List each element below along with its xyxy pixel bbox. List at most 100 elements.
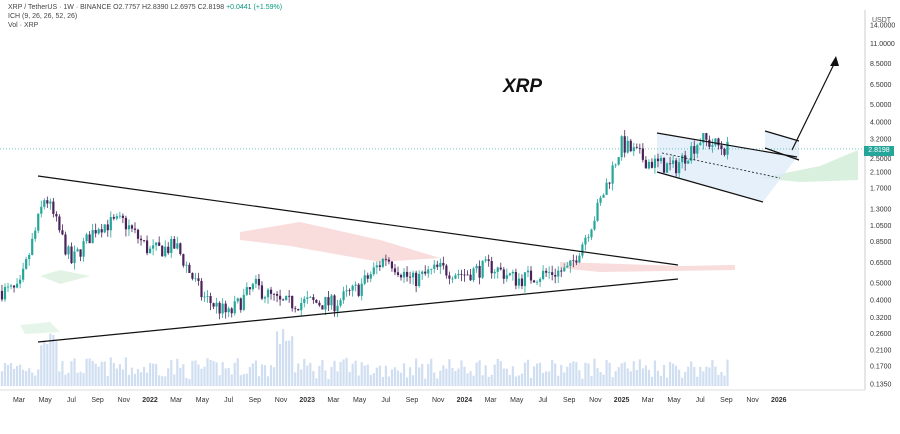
indicator-ichimoku-label[interactable]: ICH (9, 26, 26, 52, 26) <box>8 13 78 20</box>
candle-body <box>650 161 654 168</box>
symbol-header[interactable]: XRP / TetherUS · 1W · BINANCE O2.7757 H2… <box>8 4 282 11</box>
candle-body <box>508 273 511 276</box>
indicator-volume-label[interactable]: Vol · XRP <box>8 22 39 29</box>
volume-bar <box>70 361 73 386</box>
candle-body <box>127 225 131 230</box>
candle-body <box>161 245 164 257</box>
volume-bar <box>233 362 236 386</box>
volume-bar <box>475 362 478 386</box>
candle-body <box>318 302 321 306</box>
candle-body <box>690 146 693 161</box>
volume-bar <box>448 359 451 386</box>
candle-body <box>520 278 524 286</box>
candle-body <box>3 287 7 300</box>
volume-bar <box>508 374 511 386</box>
candle-body <box>257 278 261 286</box>
candle-body <box>578 255 581 263</box>
candle-body <box>118 215 121 217</box>
channel-lower-line <box>656 171 764 203</box>
candle-body <box>466 274 469 276</box>
volume-bar <box>91 360 94 386</box>
volume-bar <box>37 369 40 386</box>
volume-bar <box>623 362 626 386</box>
candle-body <box>61 230 64 235</box>
candle-body <box>478 265 481 278</box>
volume-bar <box>31 372 34 386</box>
volume-bar <box>608 362 611 386</box>
projection-arrow-line <box>791 59 837 151</box>
candle-body <box>242 294 245 310</box>
price-tick-label: 1.3000 <box>870 206 892 213</box>
candle-body <box>454 275 457 279</box>
candle-body <box>668 163 672 165</box>
volume-bar <box>40 345 43 386</box>
candle-body <box>584 237 587 245</box>
candle-body <box>55 213 58 217</box>
time-tick-label: Sep <box>720 397 733 404</box>
volume-bar <box>635 370 638 386</box>
volume-bar <box>297 363 300 386</box>
candle-body <box>142 240 146 242</box>
candle-body <box>384 258 388 260</box>
volume-bar <box>590 375 593 386</box>
candle-body <box>717 138 720 146</box>
volume-bar <box>339 362 342 386</box>
candle-body <box>309 297 312 298</box>
volume-bar <box>523 362 527 386</box>
price-tick-label: 8.5000 <box>870 61 892 68</box>
volume-bar <box>596 368 599 386</box>
time-tick-label: May <box>510 397 524 404</box>
candle-body <box>0 290 4 300</box>
price-tick-label: 1.0500 <box>870 223 892 230</box>
time-tick-label: Nov <box>118 397 131 404</box>
candle-body <box>19 279 22 284</box>
candle-body <box>523 272 527 286</box>
volume-bar <box>236 358 239 386</box>
candle-body <box>593 220 596 230</box>
time-tick-label: Sep <box>249 397 262 404</box>
candle-body <box>79 249 82 257</box>
candle-body <box>505 275 508 279</box>
candle-body <box>297 309 300 311</box>
volume-bar <box>242 374 245 386</box>
candle-body <box>200 280 203 298</box>
volume-bar <box>149 363 152 386</box>
candle-body <box>608 182 611 184</box>
ichimoku-cloud <box>20 150 858 334</box>
candle-body <box>387 259 391 262</box>
channel-upper-line <box>656 132 798 158</box>
volume-bar <box>617 367 620 386</box>
volume-bar <box>88 358 91 386</box>
volume-bar <box>106 376 109 386</box>
volume-bar <box>176 358 179 386</box>
volume-bar <box>285 340 288 386</box>
volume-bar <box>629 371 632 386</box>
price-tick-label: 0.3200 <box>870 315 892 322</box>
candle-body <box>239 298 242 310</box>
price-axis-ticks[interactable]: 14.0000 11.0000 8.5000 6.5000 5.0000 4.0000 3.… <box>870 23 895 389</box>
candle-body <box>472 268 475 281</box>
volume-bar <box>599 372 602 386</box>
price-tick-label: 6.5000 <box>870 82 892 89</box>
candle-body <box>136 229 140 239</box>
candle-body <box>569 260 572 266</box>
candle-body <box>333 295 336 312</box>
volume-bar <box>6 365 10 386</box>
candle-body <box>31 238 34 255</box>
candle-body <box>493 271 496 274</box>
candle-body <box>64 234 67 255</box>
volume-bar <box>345 357 348 386</box>
candle-body <box>254 278 258 284</box>
volume-bar <box>430 358 433 386</box>
volume-bar <box>545 371 548 386</box>
volume-bar <box>173 374 176 386</box>
candle-body <box>282 299 285 301</box>
volume-bar <box>55 341 58 386</box>
volume-bar <box>152 363 155 386</box>
time-axis-ticks[interactable]: Mar May Jul Sep Nov 2022 Mar May Jul Sep Nov 2023 Ma… <box>13 397 787 404</box>
volume-bar <box>303 358 306 386</box>
volume-bar <box>25 371 28 386</box>
price-tick-label: 0.6500 <box>870 260 892 267</box>
